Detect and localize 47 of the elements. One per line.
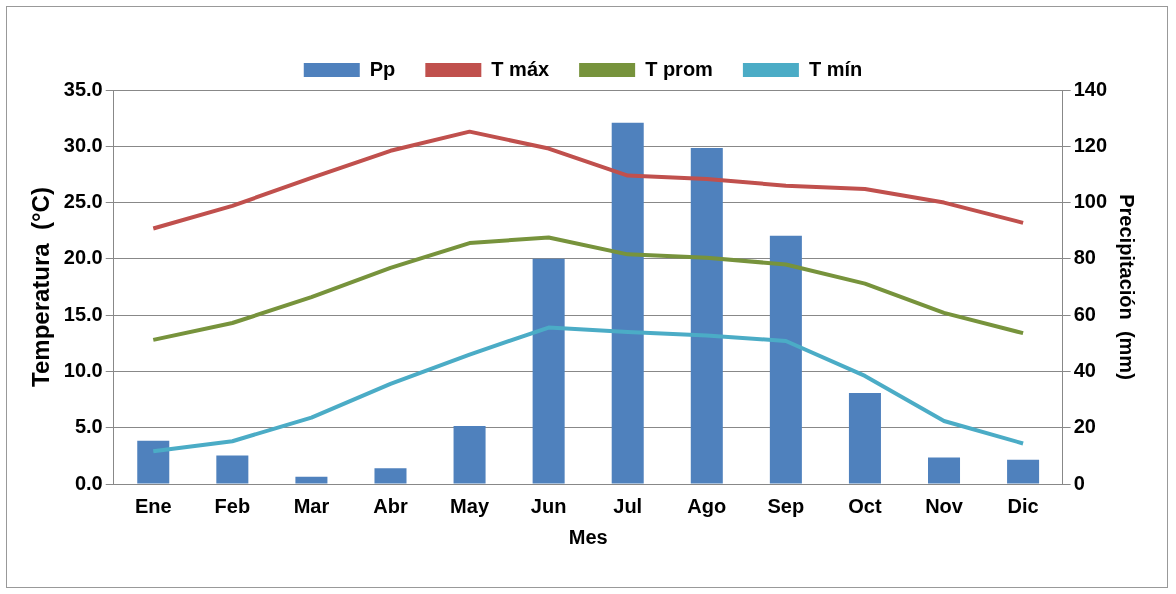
y2-tick-label: 80 xyxy=(1073,246,1096,269)
y-axis-title: Temperatura (°C) xyxy=(27,187,55,387)
x-axis-title: Mes xyxy=(568,525,608,548)
x-tick-label: Nov xyxy=(925,494,964,517)
y2-tick-label: 140 xyxy=(1073,77,1108,100)
y2-tick-label: 60 xyxy=(1073,302,1096,325)
x-tick-label: Sep xyxy=(767,494,805,517)
legend-label: T máx xyxy=(491,57,550,80)
y2-tick-label: 0 xyxy=(1073,471,1085,494)
bar xyxy=(769,235,802,484)
y2-tick-label: 20 xyxy=(1073,415,1096,438)
bar xyxy=(848,393,881,484)
x-tick-label: Mar xyxy=(293,494,330,517)
y-tick-label: 0.0 xyxy=(74,471,103,494)
y-tick-label: 15.0 xyxy=(63,302,103,325)
bar xyxy=(690,147,723,484)
bar xyxy=(137,440,170,484)
y2-tick-label: 120 xyxy=(1073,133,1108,156)
y-tick-label: 35.0 xyxy=(63,77,103,100)
y-tick-label: 5.0 xyxy=(74,415,103,438)
x-tick-label: Abr xyxy=(373,494,408,517)
y2-tick-label: 40 xyxy=(1073,358,1096,381)
legend-label: T mín xyxy=(808,57,863,80)
x-tick-label: Feb xyxy=(214,494,251,517)
y2-axis-title: Precipitación (mm) xyxy=(1116,194,1139,380)
bar xyxy=(453,426,486,484)
y-tick-label: 10.0 xyxy=(63,358,103,381)
bar xyxy=(295,476,328,484)
y2-tick-label: 100 xyxy=(1073,190,1108,213)
x-tick-label: Dic xyxy=(1007,494,1039,517)
x-tick-label: May xyxy=(450,494,490,517)
x-tick-label: Jul xyxy=(613,494,643,517)
y-tick-label: 20.0 xyxy=(63,246,103,269)
bar xyxy=(216,455,249,484)
bar xyxy=(611,122,644,484)
y-tick-label: 25.0 xyxy=(63,190,103,213)
x-tick-label: Ene xyxy=(134,494,172,517)
x-tick-label: Oct xyxy=(848,494,882,517)
x-tick-label: Ago xyxy=(687,494,727,517)
bar xyxy=(532,258,565,484)
bar xyxy=(1007,459,1040,484)
x-tick-label: Jun xyxy=(530,494,567,517)
y-tick-label: 30.0 xyxy=(63,133,103,156)
bar xyxy=(374,468,407,484)
legend-label: Pp xyxy=(369,57,396,80)
legend-label: T prom xyxy=(645,57,713,80)
bar xyxy=(928,457,961,484)
